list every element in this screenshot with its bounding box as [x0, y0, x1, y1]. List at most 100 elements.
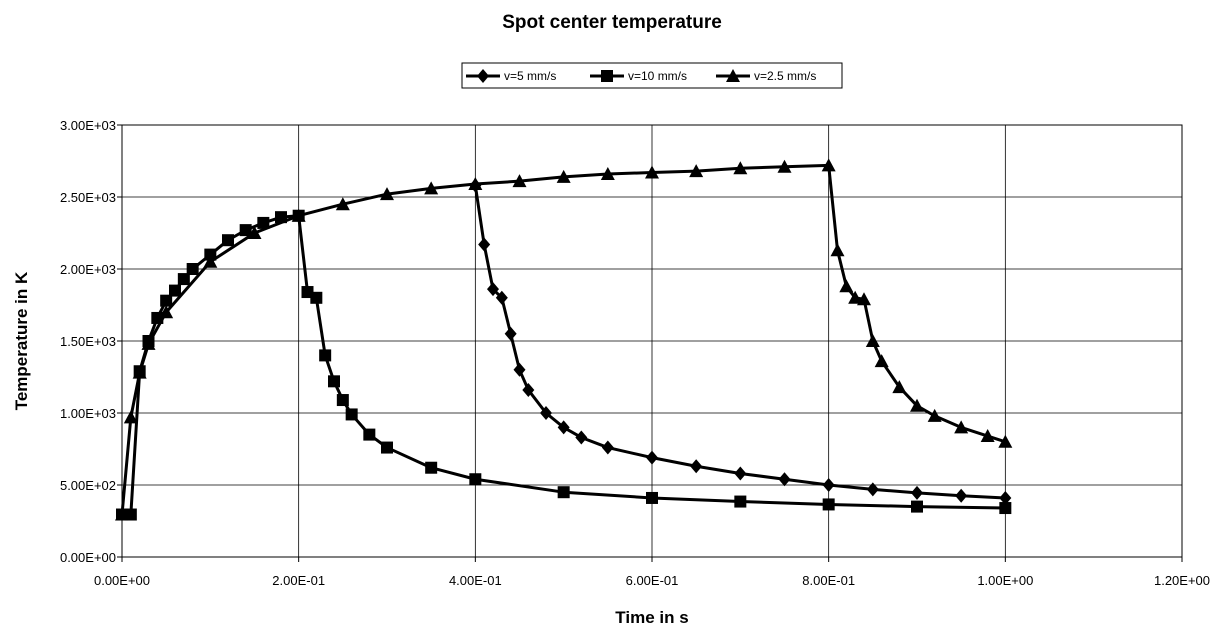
data-point	[487, 282, 499, 297]
data-point	[689, 164, 704, 178]
data-point	[778, 472, 791, 487]
legend: v=5 mm/s v=10 mm/s v=2.5 mm/s	[461, 62, 843, 89]
x-axis-title: Time in s	[615, 608, 688, 627]
data-point	[646, 491, 658, 504]
data-point	[478, 237, 491, 252]
y-tick-label: 2.50E+03	[60, 190, 116, 205]
legend-marker	[477, 69, 489, 83]
x-tick-label: 0.00E+00	[94, 573, 150, 588]
data-point	[380, 187, 394, 201]
data-point	[600, 166, 615, 180]
data-point	[469, 473, 482, 486]
data-point	[160, 294, 173, 307]
series-line	[122, 214, 1006, 517]
series-v-10-mm-s	[116, 209, 1012, 521]
y-tick-label: 0.00E+00	[60, 550, 116, 565]
data-point	[980, 429, 995, 443]
data-point	[424, 181, 439, 195]
data-point	[124, 508, 137, 521]
data-point	[999, 502, 1012, 515]
legend-marker	[601, 70, 613, 82]
data-point	[177, 273, 190, 286]
legend-item: v=5 mm/s	[466, 69, 556, 83]
data-point	[381, 441, 393, 454]
data-point	[822, 498, 835, 511]
data-point	[575, 430, 588, 445]
x-tick-label: 1.00E+00	[977, 573, 1033, 588]
data-point	[865, 334, 880, 347]
data-point	[556, 169, 571, 183]
data-point	[927, 408, 942, 422]
data-point	[239, 224, 252, 237]
data-point	[363, 428, 376, 441]
legend-label: v=5 mm/s	[504, 69, 556, 83]
data-point	[910, 398, 924, 412]
x-tick-label: 8.00E-01	[802, 573, 855, 588]
legend-box	[461, 62, 843, 89]
data-point	[734, 495, 747, 508]
data-point	[830, 243, 845, 257]
data-point	[892, 380, 907, 394]
data-point	[328, 375, 340, 388]
data-point	[222, 234, 234, 247]
data-point	[336, 394, 349, 407]
data-point	[522, 382, 535, 397]
x-tick-label: 1.20E+00	[1154, 573, 1210, 588]
data-point	[115, 507, 129, 521]
legend-marker	[726, 69, 740, 82]
data-point	[954, 420, 969, 434]
data-point	[557, 486, 570, 499]
data-point	[557, 420, 570, 435]
data-point	[866, 482, 879, 497]
series-v-5-mm-s	[469, 178, 1012, 505]
y-axis: 0.00E+00 5.00E+02 1.00E+03 1.50E+03 2.00E+03…	[60, 118, 116, 565]
data-point	[733, 161, 748, 175]
data-point	[504, 326, 517, 341]
y-tick-label: 1.00E+03	[60, 406, 116, 421]
data-point	[645, 165, 659, 179]
data-point	[955, 488, 968, 503]
data-point	[821, 158, 836, 172]
data-point	[495, 290, 508, 305]
x-tick-label: 6.00E-01	[626, 573, 679, 588]
data-point	[425, 461, 438, 474]
data-point	[911, 500, 923, 513]
data-point	[822, 478, 835, 492]
y-axis-title: Temperature in K	[12, 271, 31, 410]
y-tick-label: 1.50E+03	[60, 334, 116, 349]
data-point	[601, 440, 614, 455]
data-point	[998, 434, 1013, 448]
data-point	[857, 292, 871, 306]
data-point	[123, 410, 138, 424]
data-point	[247, 226, 262, 239]
data-point	[186, 263, 199, 275]
series-v-2-5-mm-s	[115, 158, 1013, 521]
legend-item: v=10 mm/s	[590, 69, 687, 83]
data-point	[203, 254, 218, 268]
data-point	[469, 178, 482, 193]
y-tick-label: 5.00E+02	[60, 478, 116, 493]
y-tick-label: 3.00E+03	[60, 118, 116, 133]
data-point	[839, 279, 854, 293]
data-point	[257, 216, 270, 229]
data-point	[848, 290, 863, 304]
plot-frame	[121, 124, 1183, 558]
data-point	[512, 174, 527, 188]
legend-label: v=10 mm/s	[628, 69, 687, 83]
data-point	[345, 408, 358, 421]
data-point	[911, 485, 923, 500]
data-point	[999, 490, 1012, 505]
data-point	[159, 305, 174, 319]
series-line	[473, 185, 1006, 500]
series-line	[120, 163, 1006, 515]
data-point	[310, 291, 323, 304]
x-axis: 0.00E+00 2.00E-01 4.00E-01 6.00E-01 8.00E-01…	[94, 573, 1210, 588]
legend-label: v=2.5 mm/s	[754, 69, 816, 83]
y-tick-label: 2.00E+03	[60, 262, 116, 277]
data-point	[734, 466, 747, 481]
data-point	[291, 208, 306, 222]
series-layer	[115, 158, 1013, 521]
data-point	[141, 336, 156, 350]
data-point	[204, 248, 217, 261]
